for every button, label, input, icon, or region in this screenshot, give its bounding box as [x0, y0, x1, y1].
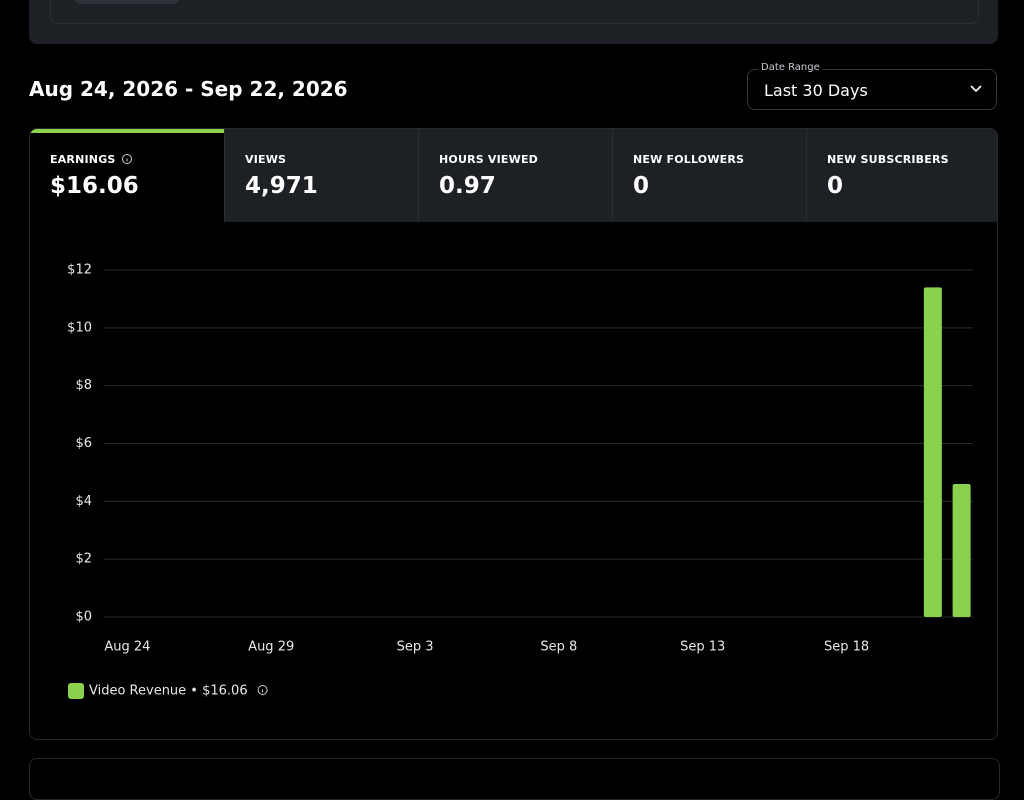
y-tick-label: $12 [67, 263, 92, 278]
info-icon [122, 154, 132, 164]
bar [952, 483, 971, 617]
dropdown-value: Last 30 Days [764, 81, 868, 100]
info-icon [257, 685, 268, 695]
y-tick-label: $4 [75, 494, 92, 509]
tab-value: 4,971 [245, 173, 318, 199]
legend-label: Video Revenue • $16.06 [89, 684, 248, 699]
y-tick-label: $8 [75, 378, 92, 393]
tab-label: NEW FOLLOWERS [633, 153, 745, 166]
bar [923, 287, 942, 617]
x-tick-label: Sep 8 [540, 640, 577, 655]
y-tick-label: $6 [75, 436, 92, 451]
metric-tab[interactable]: HOURS VIEWED 0.97 [418, 129, 612, 222]
pill[interactable] [74, 0, 180, 4]
chevron [970, 85, 982, 93]
chart: $0 $2 $4 $6 $8 $10 $12 Aug 24 Aug 29 Sep 3 Sep 8 Se… [67, 154, 973, 699]
tab-value: 0.97 [439, 173, 496, 199]
bottom-card [29, 758, 1000, 800]
dropdown-label: Date Range [758, 62, 823, 73]
tab-value: 0 [827, 173, 844, 199]
tab-value: 0 [633, 173, 650, 199]
top-card [29, 0, 998, 44]
x-tick-label: Sep 13 [680, 640, 725, 655]
metric-tab[interactable]: NEW FOLLOWERS 0 [612, 129, 806, 222]
chart-card: EARNINGS $16.06 VIEWS 4,971 HOURS VIEWED 0.97… [29, 128, 998, 740]
date-dropdown[interactable] [747, 69, 997, 110]
top-inner [50, 0, 979, 24]
legend-swatch [68, 683, 84, 699]
tab-label: NEW SUBSCRIBERS [827, 153, 949, 166]
metric-tab[interactable]: EARNINGS $16.06 [30, 129, 224, 222]
x-tick-label: Sep 3 [397, 640, 434, 655]
tab-label: HOURS VIEWED [439, 153, 539, 166]
y-tick-label: $2 [75, 552, 92, 567]
x-tick-label: Aug 29 [248, 640, 294, 655]
y-tick-label: $0 [75, 610, 92, 625]
tab-label: EARNINGS [50, 153, 116, 166]
metric-tab[interactable]: VIEWS 4,971 [224, 129, 418, 222]
x-tick-label: Aug 24 [104, 640, 150, 655]
date-span: Aug 24, 2026 - Sep 22, 2026 [29, 77, 348, 101]
x-tick-label: Sep 18 [824, 640, 869, 655]
tab-value: $16.06 [50, 173, 139, 199]
tab-label: VIEWS [245, 153, 287, 166]
y-tick-label: $10 [67, 320, 92, 335]
metric-tab[interactable]: NEW SUBSCRIBERS 0 [806, 129, 997, 222]
